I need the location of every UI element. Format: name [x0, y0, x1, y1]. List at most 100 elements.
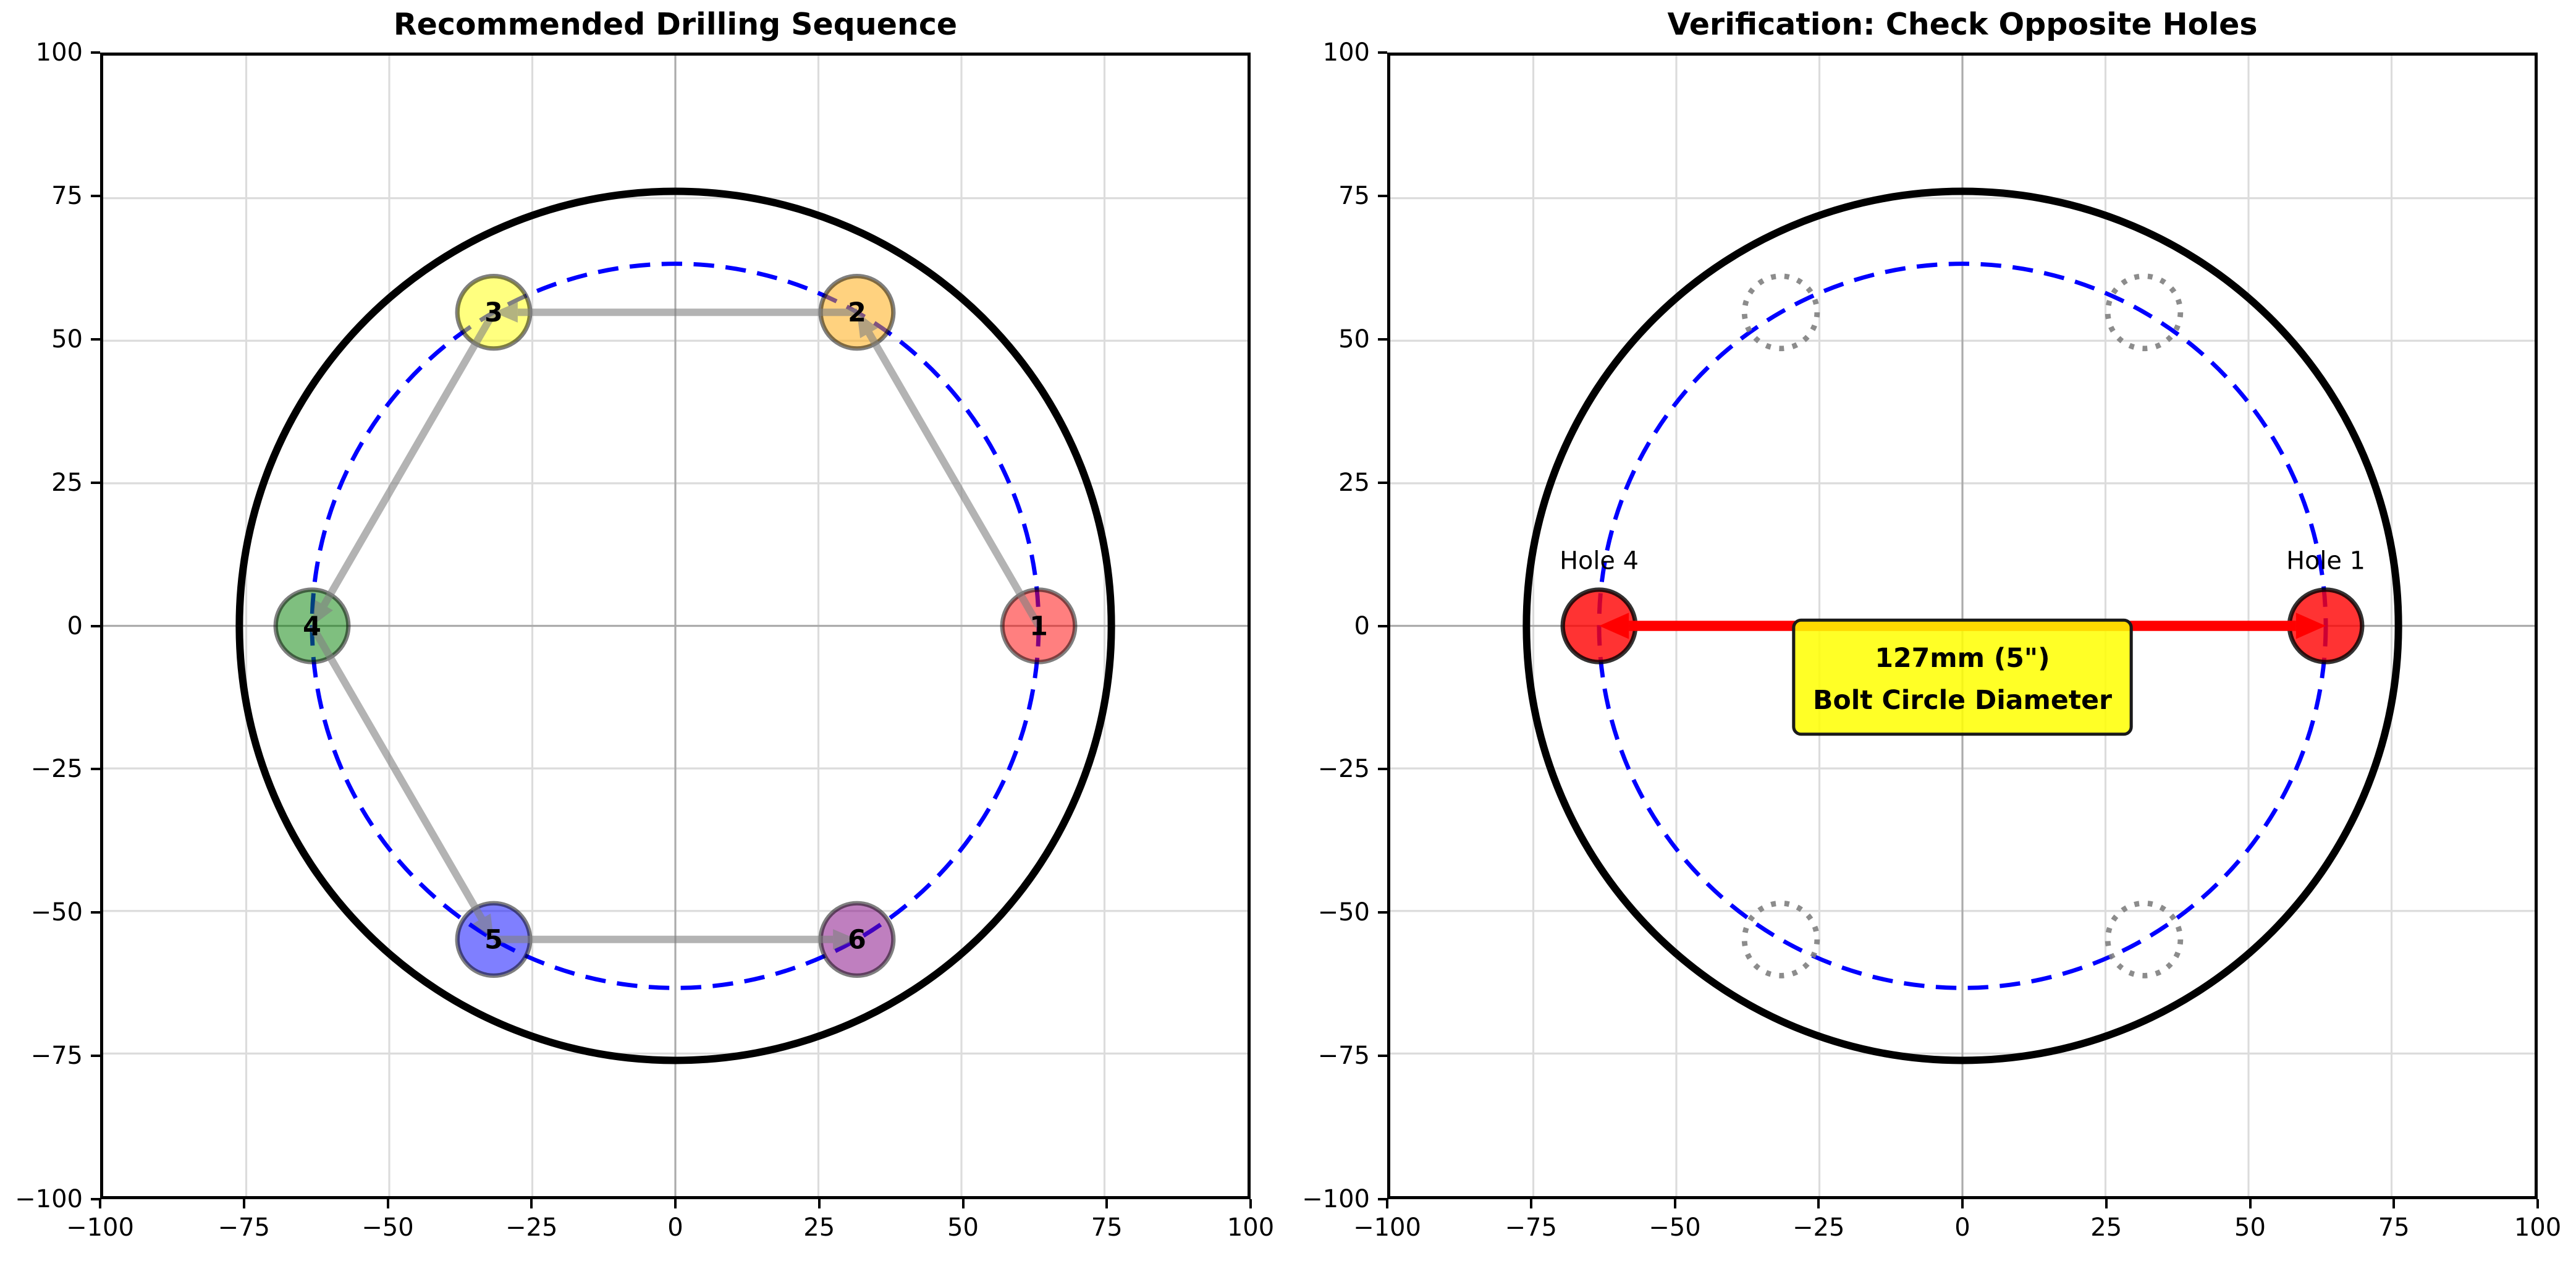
- hole-number-1: 1: [1029, 612, 1048, 642]
- x-tick-mark: [530, 1199, 533, 1208]
- y-tick-label: 75: [51, 181, 83, 210]
- x-tick-label: 75: [1091, 1213, 1123, 1242]
- x-tick-mark: [1386, 1199, 1388, 1208]
- hole-4-label: Hole 4: [1560, 546, 1639, 575]
- x-tick-label: −25: [505, 1213, 558, 1242]
- hole-number-5: 5: [484, 925, 503, 956]
- y-tick-mark: [91, 1055, 100, 1058]
- hole-number-6: 6: [848, 925, 866, 956]
- plot-title-left: Recommended Drilling Sequence: [393, 7, 958, 42]
- x-tick-label: 50: [2234, 1213, 2266, 1242]
- x-tick-label: 50: [947, 1213, 979, 1242]
- x-tick-label: 0: [1954, 1213, 1970, 1242]
- drilling-sequence-chart: 1 2 3 4 5 6: [103, 56, 1248, 1196]
- x-tick-mark: [817, 1199, 821, 1208]
- x-tick-mark: [1673, 1199, 1676, 1208]
- sequence-arrow-4-to-5: [308, 624, 494, 940]
- y-tick-mark: [91, 911, 100, 914]
- x-tick-label: 0: [667, 1213, 683, 1242]
- x-tick-mark: [1529, 1199, 1532, 1208]
- x-tick-mark: [1105, 1199, 1109, 1208]
- dimension-label-line1: 127mm (5"): [1875, 643, 2050, 674]
- y-tick-label: −100: [1302, 1185, 1370, 1213]
- y-tick-mark: [91, 481, 100, 484]
- hole-1-label: Hole 1: [2286, 546, 2365, 575]
- plot-canvas-right: 127mm (5") Bolt Circle Diameter Hole 4 Hole…: [1387, 53, 2538, 1199]
- hole-number-4: 4: [303, 612, 321, 642]
- y-tick-label: 75: [1338, 181, 1370, 210]
- y-tick-mark: [1378, 624, 1387, 627]
- dimension-label-box: [1792, 618, 2133, 736]
- arrow-head: [311, 600, 333, 626]
- y-tick-label: 25: [1338, 468, 1370, 497]
- flange-outline-circle: [1522, 187, 2402, 1064]
- x-tick-label: 100: [2514, 1213, 2562, 1242]
- ghost-hole-marker: [2105, 900, 2184, 979]
- y-tick-mark: [91, 1198, 100, 1200]
- x-tick-mark: [1817, 1199, 1820, 1208]
- plot-drilling-sequence: Recommended Drilling Sequence 1 2 3 4 5 6 −10…: [15, 7, 1274, 1240]
- x-tick-mark: [386, 1199, 389, 1208]
- y-tick-label: 50: [1338, 325, 1370, 354]
- y-tick-label: −50: [30, 898, 83, 927]
- hole-number-2: 2: [848, 298, 866, 328]
- x-tick-mark: [99, 1199, 101, 1208]
- y-tick-label: −75: [30, 1042, 83, 1071]
- arrow-shaft: [866, 331, 1042, 628]
- y-tick-mark: [91, 768, 100, 771]
- y-tick-mark: [1378, 194, 1387, 197]
- arrow-head: [493, 302, 518, 323]
- plot-canvas-left: 1 2 3 4 5 6: [100, 53, 1251, 1199]
- verification-chart: 127mm (5") Bolt Circle Diameter Hole 4 Hole…: [1390, 56, 2535, 1196]
- arrow-head: [857, 312, 878, 339]
- x-tick-label: −50: [361, 1213, 414, 1242]
- x-tick-label: −100: [1353, 1213, 1421, 1242]
- y-tick-label: 25: [51, 468, 83, 497]
- x-tick-mark: [1249, 1199, 1252, 1208]
- hole-number-3: 3: [484, 298, 503, 328]
- x-tick-label: −75: [1505, 1213, 1557, 1242]
- x-tick-mark: [2105, 1199, 2108, 1208]
- x-tick-label: −50: [1649, 1213, 1701, 1242]
- y-tick-mark: [91, 194, 100, 197]
- arrow-head: [1598, 613, 1629, 639]
- y-tick-mark: [1378, 51, 1387, 54]
- sequence-arrow-2-to-3: [493, 302, 858, 323]
- arrow-shaft: [321, 310, 497, 607]
- x-tick-label: −25: [1793, 1213, 1845, 1242]
- ghost-hole-marker: [1741, 900, 1820, 979]
- plot-verification: Verification: Check Opposite Holes 127mm…: [1302, 7, 2561, 1240]
- flange-outline-circle: [235, 187, 1115, 1064]
- y-tick-label: 50: [51, 325, 83, 354]
- x-tick-label: 25: [803, 1213, 835, 1242]
- y-tick-mark: [91, 51, 100, 54]
- sequence-arrow-3-to-4: [311, 310, 497, 626]
- y-tick-mark: [91, 624, 100, 627]
- y-tick-label: 100: [35, 38, 83, 67]
- x-tick-mark: [242, 1199, 245, 1208]
- x-tick-mark: [2249, 1199, 2252, 1208]
- arrow-head: [473, 913, 494, 940]
- y-tick-label: 100: [1322, 38, 1370, 67]
- y-tick-mark: [1378, 1055, 1387, 1058]
- y-tick-label: −100: [15, 1185, 83, 1213]
- x-tick-mark: [1961, 1199, 1964, 1208]
- y-tick-label: −25: [1317, 755, 1370, 784]
- y-tick-mark: [1378, 768, 1387, 771]
- y-tick-label: −75: [1317, 1042, 1370, 1071]
- y-tick-mark: [1378, 911, 1387, 914]
- y-tick-mark: [91, 338, 100, 341]
- y-tick-label: 0: [67, 611, 83, 640]
- x-tick-label: 75: [2378, 1213, 2410, 1242]
- arrow-shaft: [308, 624, 485, 921]
- x-tick-label: 100: [1227, 1213, 1275, 1242]
- x-tick-mark: [674, 1199, 677, 1208]
- x-tick-label: −75: [217, 1213, 270, 1242]
- y-tick-mark: [1378, 338, 1387, 341]
- x-tick-mark: [961, 1199, 965, 1208]
- arrow-head: [833, 929, 858, 950]
- y-tick-mark: [1378, 1198, 1387, 1200]
- y-tick-label: −25: [30, 755, 83, 784]
- dimension-label-line2: Bolt Circle Diameter: [1813, 686, 2112, 716]
